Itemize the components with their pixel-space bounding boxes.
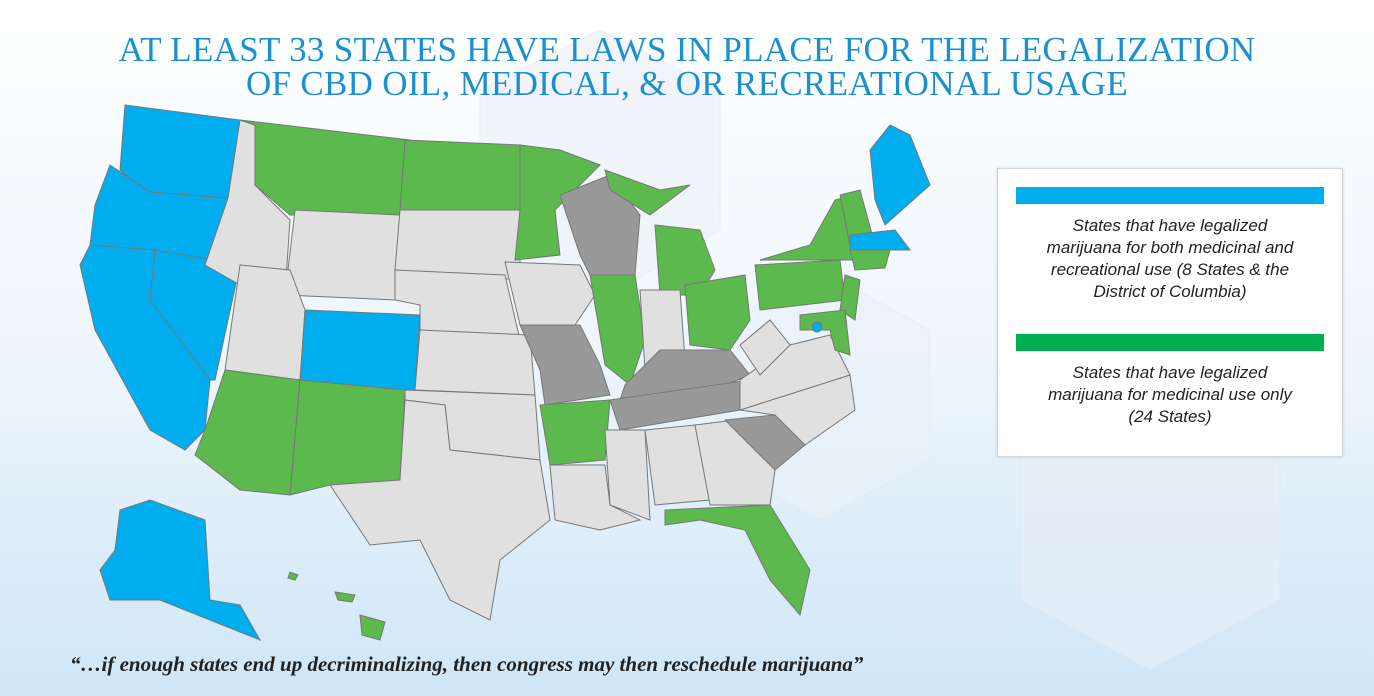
legend-text: marijuana for medicinal use only <box>1048 385 1292 404</box>
title-line: OF CBD OIL, MEDICAL, & OR RECREATIONAL U… <box>245 64 1129 103</box>
legend-text: marijuana for both medicinal and <box>1046 238 1294 257</box>
legend-text: States that have legalized <box>1072 216 1268 235</box>
legend-text: (24 States) <box>1128 407 1212 426</box>
legend: States that have legalized marijuana for … <box>997 168 1343 457</box>
title-line: AT LEAST 33 STATES HAVE LAWS IN PLACE FO… <box>118 30 1256 69</box>
legend-text: States that have legalized <box>1072 363 1268 382</box>
legend-text: District of Columbia) <box>1093 282 1247 301</box>
quote: “…if enough states end up decriminalizin… <box>70 652 864 676</box>
legend-swatch <box>1016 334 1324 351</box>
legend-swatch <box>1016 187 1324 204</box>
legend-text: recreational use (8 States & the <box>1050 260 1290 279</box>
